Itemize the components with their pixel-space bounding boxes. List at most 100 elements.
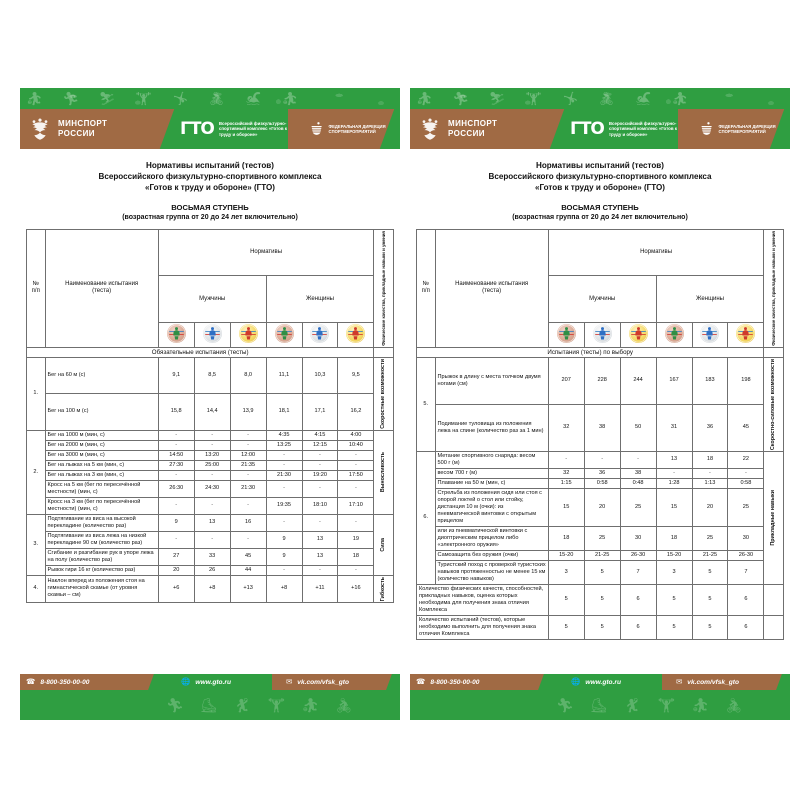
value-cell: - — [301, 449, 339, 461]
value-cell: 21-25 — [691, 549, 729, 561]
th-men: Мужчины — [157, 275, 267, 323]
table-row: Плавание на 50 м (мин, с) 1:15 0:58 0:48 1:2… — [417, 477, 784, 489]
value-cell: - — [265, 564, 303, 576]
value-cell: 38 — [583, 403, 621, 452]
test-name-cell: Бег на 3000 м (мин, с) — [44, 449, 159, 461]
value-cell: 6 — [727, 583, 765, 616]
badge-figure — [701, 324, 719, 343]
vk-url: vk.com/vfsk_gto — [297, 678, 349, 686]
value-cell: 15 — [547, 487, 585, 527]
th-women: Женщины — [265, 275, 375, 323]
value-cell: 4:35 — [265, 429, 303, 441]
th-test-name: Наименование испытания (теста) — [44, 229, 159, 348]
value-cell: 3 — [655, 559, 693, 585]
value-cell: 14:50 — [157, 449, 195, 461]
value-cell: - — [337, 449, 375, 461]
value-cell: 21:30 — [229, 479, 267, 498]
value-cell: - — [301, 564, 339, 576]
table-row: 6. Метание спортивного снаряда: весом 500… — [416, 450, 784, 585]
top-green-band-right: ⛹︎🏃︎⛷︎🏋︎🤸︎🚴︎🏊︎⛹︎ — [410, 88, 790, 109]
gto-badge-gold-icon — [346, 323, 366, 343]
value-cell: - — [265, 449, 303, 461]
table-row: Сгибание и разгибание рук в упоре лежа н… — [27, 547, 394, 566]
test-name-cell: Туристский поход с проверкой туристских … — [434, 559, 549, 585]
value-cell: 19 — [337, 530, 375, 549]
contact-bar-right: ☎ 8-800-350-00-00 🌐 www.gto.ru ✉ vk.com/… — [410, 674, 790, 690]
federal-directorate-label: ФЕДЕРАЛЬНАЯ ДИРЕКЦИЯ СПОРТМЕРОПРИЯТИЙ — [718, 123, 776, 134]
value-cell: 16 — [229, 513, 267, 532]
test-name-cell: или из пневматической винтовки с диоптри… — [434, 525, 549, 551]
table-row: Туристский поход с проверкой туристских … — [417, 559, 784, 585]
value-cell: 22 — [727, 450, 765, 469]
value-cell: 3 — [547, 559, 585, 585]
gto-mark: ГТО — [180, 118, 215, 139]
medal-cell-0 — [157, 321, 195, 348]
minsport-label: МИНСПОРТ РОССИИ — [58, 119, 108, 138]
badge-figure — [629, 324, 648, 343]
value-cell: 5 — [547, 614, 585, 640]
value-cell: - — [229, 439, 267, 451]
summary-quality-spacer — [763, 614, 784, 640]
test-name-cell: Бег на 2000 м (мин, с) — [44, 439, 159, 451]
page-footer-left: ☎ 8-800-350-00-00 🌐 www.gto.ru ✉ vk.com/… — [20, 674, 400, 720]
vk-link[interactable]: ✉ vk.com/vfsk_gto — [662, 674, 790, 690]
value-cell: - — [157, 469, 195, 481]
value-cell: 25 — [619, 487, 657, 527]
age-group-subtitle: (возрастная группа от 20 до 24 лет включ… — [122, 214, 298, 221]
th-men: Мужчины — [547, 275, 657, 323]
gto-badge-silver-icon — [700, 323, 720, 343]
value-cell: 25 — [583, 525, 621, 551]
value-cell: - — [157, 496, 195, 515]
value-cell: 15 — [655, 487, 693, 527]
row-group-number: 5. — [416, 356, 436, 452]
th-quality-vertical-label: Физические качества, прикладные навыки и… — [380, 231, 386, 346]
table-row: Самозащита без оружия (очки) 15-20 21-25 26… — [417, 549, 784, 561]
test-name-cell: Бег на лыжах на 5 км (мин, с) — [44, 459, 159, 471]
medal-cell-1 — [583, 321, 621, 348]
test-name-cell: Бег на 60 м (с) — [44, 356, 159, 395]
bottom-sport-glyphs: 🏃︎⛸︎🤾︎🏋︎⛹︎🚴︎ — [556, 697, 759, 713]
value-cell: - — [193, 439, 231, 451]
website-url: www.gto.ru — [585, 678, 621, 686]
hotline-phone[interactable]: ☎ 8-800-350-00-00 — [20, 674, 140, 690]
badge-figure — [311, 324, 329, 343]
hotline-phone[interactable]: ☎ 8-800-350-00-00 — [410, 674, 530, 690]
value-cell: 26:30 — [157, 479, 195, 498]
value-cell: - — [157, 439, 195, 451]
section-title: Испытания (тесты) по выбору — [415, 346, 765, 358]
phone-number: 8-800-350-00-00 — [430, 678, 480, 686]
brand-logo-bar-right: МИНСПОРТ РОССИИ ГТО Всероссийский физкул… — [410, 109, 790, 149]
table-row: 3. Подтягивание из виса на высокой перекл… — [26, 513, 394, 576]
value-cell: 207 — [547, 356, 585, 405]
website-link[interactable]: 🌐 www.gto.ru — [520, 674, 662, 690]
quality-cell: Выносливость — [373, 429, 394, 515]
quality-vertical-label: Выносливость — [380, 451, 387, 493]
value-cell: 9,5 — [337, 356, 375, 395]
website-link[interactable]: 🌐 www.gto.ru — [130, 674, 272, 690]
th-quality: Физические качества, прикладные навыки и… — [763, 229, 784, 348]
value-cell: 17:50 — [337, 469, 375, 481]
test-name-cell: Прыжок в длину с места толчком двумя ног… — [434, 356, 549, 405]
title-line-2: Всероссийского физкультурно-спортивного … — [488, 172, 712, 181]
value-cell: - — [265, 479, 303, 498]
table-row: 1. Бег на 60 м (с) 9,1 8,5 8,0 11,1 10,3 9,5 Ско… — [26, 356, 394, 431]
stage-title: ВОСЬМАЯ СТУПЕНЬ — [561, 203, 639, 212]
quality-cell: Скоростно-силовые возможности — [763, 356, 784, 452]
value-cell: 13 — [655, 450, 693, 469]
value-cell: 13:25 — [265, 439, 303, 451]
value-cell: 20 — [691, 487, 729, 527]
test-name-cell: Плавание на 50 м (мин, с) — [434, 477, 549, 489]
value-cell: - — [727, 467, 765, 479]
value-cell: 18:10 — [301, 496, 339, 515]
footer-divider-right — [776, 674, 790, 690]
vk-link[interactable]: ✉ vk.com/vfsk_gto — [272, 674, 400, 690]
phone-icon: ☎ — [26, 677, 36, 687]
badge-figure — [203, 324, 222, 343]
quality-vertical-label: Гибкость — [380, 576, 387, 601]
value-cell: 25:00 — [193, 459, 231, 471]
value-cell: - — [265, 513, 303, 532]
vk-url: vk.com/vfsk_gto — [687, 678, 739, 686]
title-line-3: «Готов к труду и обороне» (ГТО) — [145, 183, 275, 192]
table-header-row-medals — [27, 321, 394, 348]
value-cell: 5 — [691, 583, 729, 616]
